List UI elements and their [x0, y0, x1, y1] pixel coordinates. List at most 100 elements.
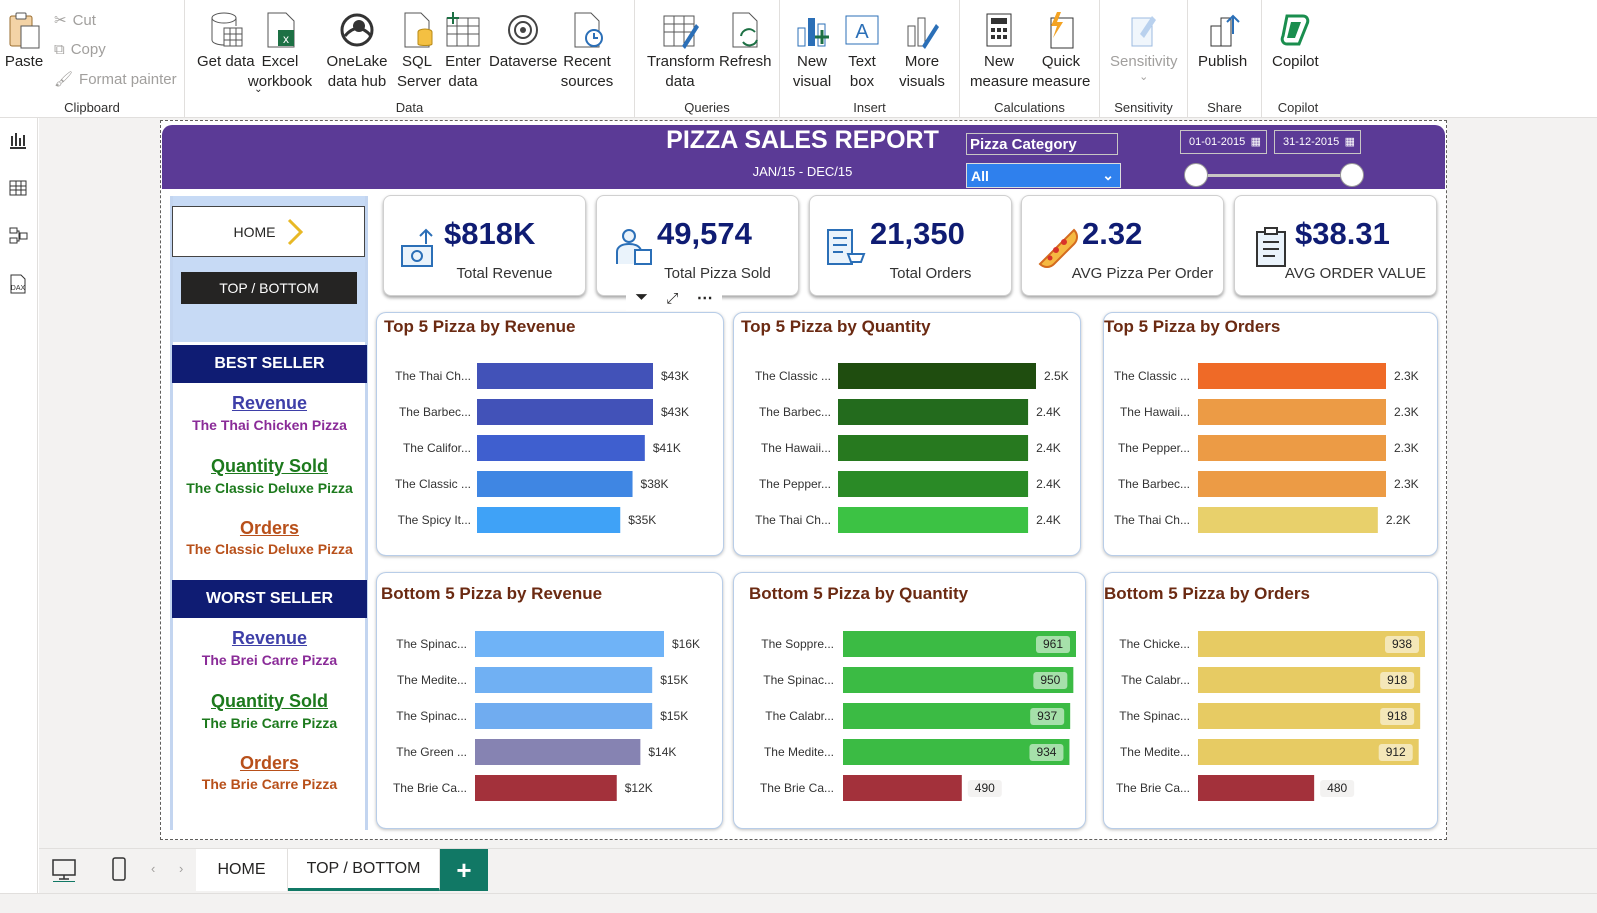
- filter-icon[interactable]: ⏷: [635, 289, 648, 306]
- category-label: The Hawaii...: [1120, 405, 1190, 419]
- onelake-data-hub-button[interactable]: OneLake data hub: [317, 8, 397, 92]
- data-label: $15K: [660, 673, 688, 687]
- bar[interactable]: [1198, 507, 1378, 533]
- more-options-icon[interactable]: ⋯: [696, 290, 713, 307]
- data-label: 2.3K: [1394, 477, 1419, 491]
- page-tab-home[interactable]: HOME: [196, 849, 288, 891]
- bar[interactable]: [1198, 471, 1386, 497]
- best-revenue-title: Revenue: [231, 393, 308, 413]
- bar[interactable]: [475, 703, 653, 729]
- get-data-button[interactable]: Get data ⌄: [197, 8, 263, 95]
- chart-title: Top 5 Pizza by Orders: [1104, 317, 1281, 336]
- bar[interactable]: [475, 739, 641, 765]
- home-nav-button[interactable]: HOME: [172, 206, 365, 257]
- kpi-card-avg-pizza-per-order[interactable]: 2.32 AVG Pizza Per Order: [1021, 195, 1224, 296]
- date-start-input[interactable]: 01-01-2015 ▦: [1180, 130, 1267, 154]
- scroll-left-icon[interactable]: ‹: [151, 861, 156, 876]
- kpi-card-total-pizza-sold[interactable]: 49,574 Total Pizza Sold: [596, 195, 799, 296]
- format-painter-button[interactable]: 🖌 Format painter: [54, 70, 177, 89]
- chart-top5-orders[interactable]: The Classic ... 2.3K The Hawaii... 2.3K The …: [1103, 312, 1438, 556]
- bar[interactable]: [838, 399, 1029, 425]
- table-view-icon[interactable]: [4, 174, 32, 202]
- sql-server-icon: [397, 8, 437, 52]
- date-slider-track[interactable]: [1196, 174, 1351, 177]
- focus-mode-icon[interactable]: ⤢: [666, 289, 679, 307]
- clipboard-icon: [1256, 227, 1286, 267]
- new-measure-button[interactable]: New measure: [970, 8, 1028, 92]
- data-label-background: [967, 780, 1002, 797]
- bar[interactable]: [477, 507, 621, 533]
- sql-server-button[interactable]: SQL Server: [397, 8, 441, 92]
- bar[interactable]: [477, 471, 633, 497]
- kpi-value: 49,574: [657, 216, 752, 251]
- enter-data-button[interactable]: Enter data: [443, 8, 483, 92]
- chart-bottom5-quantity[interactable]: The Soppre... 961 The Spinac... 950 The Cala…: [733, 572, 1086, 829]
- desktop-layout-icon[interactable]: [51, 858, 77, 887]
- recent-sources-button[interactable]: Recent sources: [557, 8, 617, 92]
- publish-button[interactable]: Publish: [1198, 8, 1247, 72]
- copilot-button[interactable]: Copilot: [1272, 8, 1319, 72]
- excel-workbook-button[interactable]: x Excel workbook: [245, 8, 315, 92]
- sensitivity-button[interactable]: Sensitivity ⌄: [1110, 8, 1178, 83]
- mobile-layout-icon[interactable]: [111, 856, 127, 887]
- bar[interactable]: [477, 363, 653, 389]
- page-tab-top-bottom[interactable]: TOP / BOTTOM: [288, 849, 440, 891]
- more-visuals-button[interactable]: More visuals: [892, 8, 952, 92]
- transform-data-button[interactable]: Transform data: [647, 8, 715, 92]
- data-label-background: [1378, 744, 1413, 761]
- chart-bottom5-revenue[interactable]: The Spinac... $16K The Medite... $15K The Sp…: [376, 572, 723, 829]
- kpi-card-avg-order-value[interactable]: $38.31 AVG ORDER VALUE: [1234, 195, 1437, 296]
- bar[interactable]: [1198, 399, 1386, 425]
- date-slider-start-handle[interactable]: [1184, 163, 1208, 187]
- bar[interactable]: [1198, 775, 1315, 801]
- category-label: The Medite...: [764, 745, 834, 759]
- new-visual-button[interactable]: New visual: [792, 8, 832, 92]
- paste-button[interactable]: Paste: [4, 8, 44, 72]
- dax-query-view-icon[interactable]: DAX: [4, 270, 32, 298]
- dataverse-button[interactable]: Dataverse: [489, 8, 557, 72]
- pizza-category-dropdown[interactable]: All ⌄: [966, 163, 1121, 188]
- bar[interactable]: [838, 507, 1029, 533]
- date-end-input[interactable]: 31-12-2015 ▦: [1274, 130, 1361, 154]
- copy-button[interactable]: ⧉ Copy: [54, 41, 106, 58]
- bar[interactable]: [477, 435, 645, 461]
- bar-chart-plus-icon: [792, 8, 832, 52]
- chart-top5-quantity[interactable]: The Classic ... 2.5K The Barbec... 2.4K The …: [733, 312, 1081, 556]
- kpi-label: Total Orders: [889, 265, 972, 282]
- bar[interactable]: [475, 667, 653, 693]
- refresh-button[interactable]: Refresh: [719, 8, 772, 72]
- bar[interactable]: [843, 775, 962, 801]
- view-rail: DAX: [0, 118, 38, 913]
- bar[interactable]: [475, 775, 617, 801]
- bar[interactable]: [477, 399, 653, 425]
- bar[interactable]: [838, 435, 1029, 461]
- kpi-label: AVG ORDER VALUE: [1284, 265, 1427, 282]
- visual-header-toolbar: ⏷ ⤢ ⋯: [626, 285, 722, 311]
- add-page-button[interactable]: +: [440, 849, 488, 891]
- kpi-card-total-orders[interactable]: 21,350 Total Orders: [809, 195, 1012, 296]
- bar[interactable]: [1198, 435, 1386, 461]
- cut-button[interactable]: ✂ Cut: [54, 11, 96, 30]
- category-label: The Spinac...: [1119, 709, 1190, 723]
- scroll-right-icon[interactable]: ›: [179, 861, 184, 876]
- bar[interactable]: [1198, 363, 1386, 389]
- text-box-button[interactable]: A Text box: [842, 8, 882, 92]
- top-bottom-nav-button[interactable]: TOP / BOTTOM: [181, 272, 357, 304]
- date-slider-end-handle[interactable]: [1340, 163, 1364, 187]
- chart-top5-revenue[interactable]: The Thai Ch... $43K The Barbec... $43K The C…: [376, 312, 724, 556]
- data-label-background: [1380, 708, 1415, 725]
- bar[interactable]: [475, 631, 664, 657]
- brush-icon: 🖌: [54, 71, 74, 88]
- insert-group: New visual A Text box More visuals Inser…: [780, 0, 960, 118]
- report-view-icon[interactable]: [4, 126, 32, 154]
- bar[interactable]: [838, 471, 1029, 497]
- chart-bottom5-orders[interactable]: The Chicke... 938 The Calabr... 918 The Spin…: [1103, 572, 1438, 829]
- data-label: 480: [1327, 781, 1347, 795]
- bar[interactable]: [838, 363, 1036, 389]
- quick-measure-button[interactable]: Quick measure: [1032, 8, 1090, 92]
- category-label: The Thai Ch...: [1114, 513, 1190, 527]
- bar-chart-svg: The Spinac... $16K The Medite... $15K The Sp…: [393, 631, 700, 801]
- group-label: Calculations: [994, 100, 1065, 115]
- kpi-card-total-revenue[interactable]: $818K Total Revenue: [383, 195, 586, 296]
- model-view-icon[interactable]: [4, 222, 32, 250]
